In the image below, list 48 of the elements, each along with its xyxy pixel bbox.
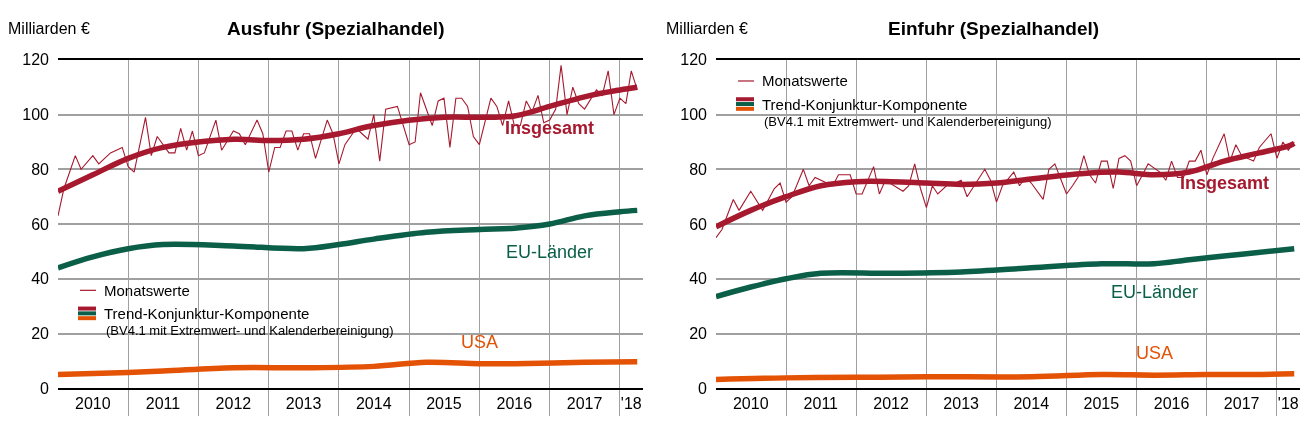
legend-label: Monatswerte [104, 282, 190, 299]
x-tick-label: 2012 [215, 395, 252, 413]
y-tick-label: 80 [31, 160, 50, 178]
x-tick-label: 2010 [732, 395, 769, 413]
chart-title: Einfuhr (Spezialhandel) [888, 18, 1100, 39]
x-tick-label: 2017 [1223, 395, 1260, 413]
y-tick-label: 20 [689, 325, 708, 343]
y-tick-label: 0 [40, 379, 50, 397]
x-tick-label: 2016 [496, 395, 533, 413]
y-tick-label: 60 [689, 215, 708, 233]
y-tick-label: 100 [680, 106, 708, 124]
y-axis-title: Milliarden € [8, 20, 90, 37]
annotation: (BV4.1 mit Extremwert- und Kalenderbereinigung) [106, 323, 394, 338]
x-tick-label: '18 [1277, 395, 1299, 413]
series-label: Insgesamt [1180, 173, 1270, 193]
x-tick-label: '18 [620, 395, 642, 413]
y-tick-label: 120 [22, 51, 50, 69]
x-tick-label: 2014 [355, 395, 392, 413]
y-tick-label: 20 [31, 325, 50, 343]
legend-label: Monatswerte [762, 72, 848, 89]
y-tick-label: 40 [31, 270, 50, 288]
x-tick-label: 2016 [1153, 395, 1190, 413]
series-label: EU-Länder [1111, 282, 1199, 302]
x-tick-label: 2012 [873, 395, 909, 413]
series-label: Insgesamt [505, 118, 595, 138]
annotation: Trend-Konjunktur-Komponente [104, 305, 310, 322]
y-axis-title: Milliarden € [666, 20, 748, 37]
series-label: USA [1136, 343, 1174, 363]
chart-title: Ausfuhr (Spezialhandel) [227, 18, 445, 39]
x-tick-label: 2013 [285, 395, 322, 413]
y-tick-label: 80 [689, 160, 708, 178]
x-tick-label: 2011 [145, 395, 181, 413]
x-tick-label: 2015 [1083, 395, 1120, 413]
x-tick-label: 2010 [75, 395, 111, 413]
series-label: USA [461, 332, 499, 352]
x-tick-label: 2014 [1013, 395, 1050, 413]
annotation: (BV4.1 mit Extremwert- und Kalenderbereinigung) [764, 114, 1052, 129]
y-tick-label: 120 [680, 51, 708, 69]
annotation: Trend-Konjunktur-Komponente [762, 96, 968, 113]
series-label: EU-Länder [506, 242, 594, 262]
y-tick-label: 60 [31, 215, 50, 233]
x-tick-label: 2013 [943, 395, 980, 413]
x-tick-label: 2017 [566, 395, 603, 413]
x-tick-label: 2011 [803, 395, 839, 413]
y-tick-label: 40 [689, 270, 708, 288]
y-tick-label: 0 [698, 379, 708, 397]
x-tick-label: 2015 [426, 395, 462, 413]
y-tick-label: 100 [22, 106, 50, 124]
